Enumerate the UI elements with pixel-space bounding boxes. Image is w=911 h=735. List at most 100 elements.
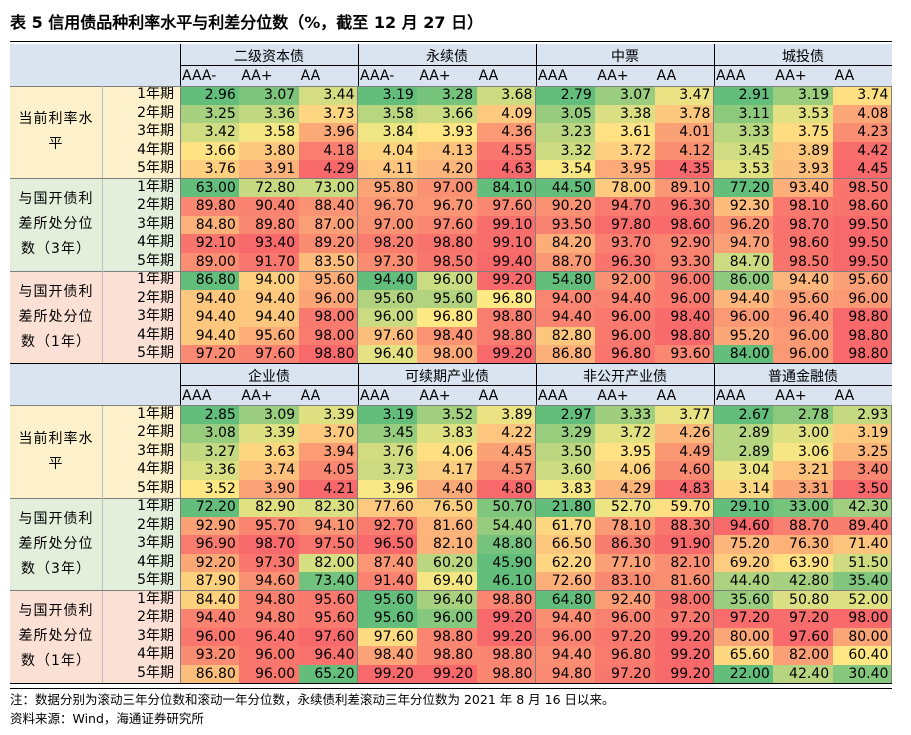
value-cell: 96.00 [239,664,300,684]
tenor-label: 4年期 [137,234,174,250]
value-cell: 92.90 [180,516,240,536]
value-cell: 3.94 [298,442,359,462]
value-cell: 94.40 [595,289,656,309]
tenor-label: 1年期 [137,86,174,102]
value-cell: 96.50 [357,535,418,554]
tenor-label-band [102,178,180,271]
tenor-label-band [102,86,180,179]
value-cell: 4.29 [298,160,359,179]
tenor-label-band [102,498,180,591]
value-cell: 3.77 [654,405,715,425]
section-label: 与国开债利差所处分位数（3年） [10,498,102,591]
group-underline [357,65,536,66]
value-cell: 3.93 [773,160,834,179]
value-cell: 92.20 [180,553,240,573]
value-cell: 3.89 [773,141,834,161]
group-divider [891,498,893,591]
value-cell: 89.40 [832,516,893,536]
rating-header: AA+ [597,68,629,84]
group-divider [535,498,537,591]
value-cell: 3.45 [713,141,774,161]
value-cell: 4.22 [476,424,537,443]
bond-type-header: 永续债 [425,49,468,65]
value-cell: 4.83 [654,479,715,499]
value-cell: 93.60 [654,345,715,364]
value-cell: 98.80 [476,326,537,346]
value-cell: 94.40 [535,308,596,327]
value-cell: 97.20 [713,609,774,628]
tenor-label: 3年期 [137,308,174,324]
value-cell: 4.57 [476,461,537,480]
value-cell: 3.19 [773,86,834,105]
value-cell: 42.80 [773,572,834,591]
value-cell: 3.83 [417,424,478,443]
value-cell: 96.40 [298,646,359,665]
value-cell: 96.00 [239,646,300,665]
value-cell: 82.10 [654,553,715,573]
value-cell: 99.20 [654,646,715,665]
value-cell: 99.20 [654,627,715,647]
value-cell: 97.60 [239,345,300,364]
value-cell: 96.40 [239,627,300,647]
label-divider [102,271,103,364]
value-cell: 64.80 [535,590,596,610]
value-cell: 44.50 [535,178,596,198]
value-cell: 2.91 [713,86,774,105]
value-cell: 48.80 [476,535,537,554]
value-cell: 89.80 [180,197,240,216]
value-cell: 99.20 [476,609,537,628]
value-cell: 94.80 [239,609,300,628]
value-cell: 95.60 [298,590,359,610]
value-cell: 97.20 [654,609,715,628]
value-cell: 3.19 [832,424,893,443]
value-cell: 3.95 [595,160,656,179]
value-cell: 3.42 [180,123,240,142]
value-cell: 4.08 [832,104,893,124]
value-cell: 96.00 [654,289,715,309]
value-cell: 84.80 [180,215,240,235]
tenor-label: 4年期 [137,141,174,158]
value-cell: 95.70 [239,516,300,536]
value-cell: 86.00 [713,271,774,290]
value-cell: 3.76 [357,442,418,462]
tenor-label: 2年期 [137,197,174,213]
value-cell: 3.32 [535,141,596,161]
value-cell: 75.20 [713,535,774,554]
group-divider [891,86,893,179]
value-cell: 87.90 [180,572,240,591]
value-cell: 3.33 [713,123,774,142]
value-cell: 4.05 [298,461,359,480]
value-cell: 90.20 [535,197,596,216]
rating-header: AAA [537,387,568,404]
value-cell: 3.09 [239,405,300,425]
value-cell: 3.27 [180,442,240,462]
group-divider [713,405,715,498]
value-cell: 4.12 [654,141,715,161]
value-cell: 65.60 [713,646,774,665]
section-label: 与国开债利差所处分位数（1年） [10,590,102,683]
value-cell: 99.40 [476,252,537,272]
group-divider [179,590,181,683]
value-cell: 4.80 [476,479,537,499]
value-cell: 84.40 [180,590,240,610]
value-cell: 97.60 [298,627,359,647]
value-cell: 97.20 [595,627,656,647]
value-cell: 3.73 [357,461,418,480]
value-cell: 84.20 [535,234,596,253]
value-cell: 94.40 [180,326,240,346]
value-cell: 97.80 [595,215,656,235]
value-cell: 96.70 [357,197,418,216]
section-divider [10,405,892,406]
value-cell: 98.00 [654,590,715,610]
value-cell: 97.60 [357,326,418,346]
tenor-label: 5年期 [137,160,174,176]
value-cell: 99.20 [476,271,537,290]
value-cell: 96.00 [357,308,418,327]
value-cell: 2.67 [713,405,774,425]
value-cell: 3.39 [239,424,300,443]
group-divider [535,590,537,683]
value-cell: 93.40 [239,234,300,253]
value-cell: 72.20 [180,498,240,517]
value-cell: 94.00 [239,271,300,290]
group-underline [535,65,714,66]
